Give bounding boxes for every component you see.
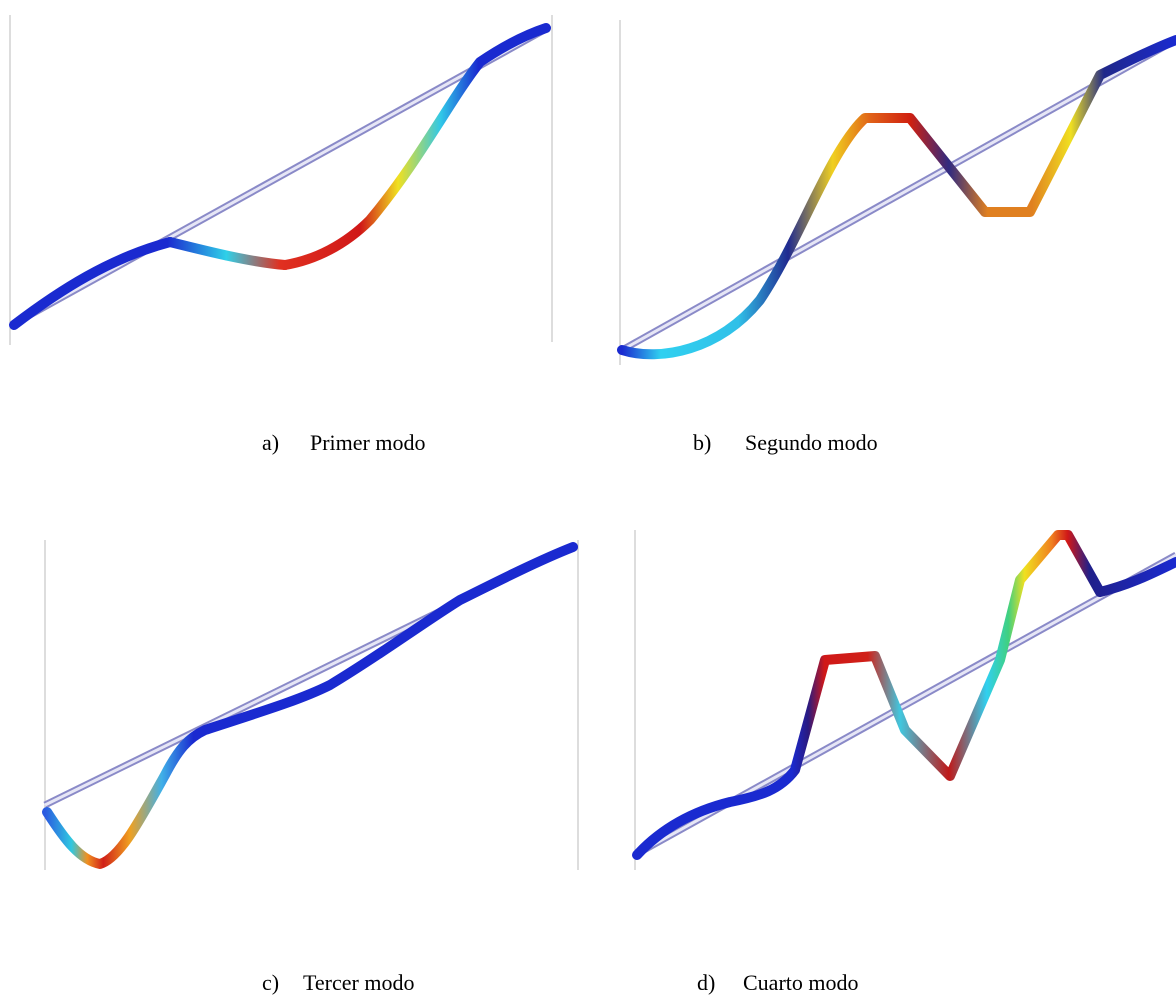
figure-caption: Segundo modo	[745, 430, 878, 455]
mode-shape	[9, 237, 175, 330]
figure-label: b)	[693, 430, 711, 455]
panel-b	[617, 20, 1176, 365]
figure-caption: Cuarto modo	[743, 970, 859, 995]
figure-caption: Tercer modo	[303, 970, 414, 995]
bridge-deck	[11, 26, 549, 327]
mode-shape	[280, 23, 551, 270]
mode-shape	[617, 35, 1176, 360]
figure-label: a)	[262, 430, 279, 455]
mode-shape	[165, 237, 290, 270]
figure-label: d)	[697, 970, 715, 995]
figure-label: c)	[262, 970, 279, 995]
mode-shape	[632, 530, 1176, 860]
panel-a	[9, 15, 553, 345]
panel-d	[632, 530, 1176, 870]
bridge-deck	[621, 38, 1176, 352]
panel-c	[42, 540, 579, 870]
figure-caption: Primer modo	[310, 430, 426, 455]
mode-shape	[42, 542, 578, 869]
